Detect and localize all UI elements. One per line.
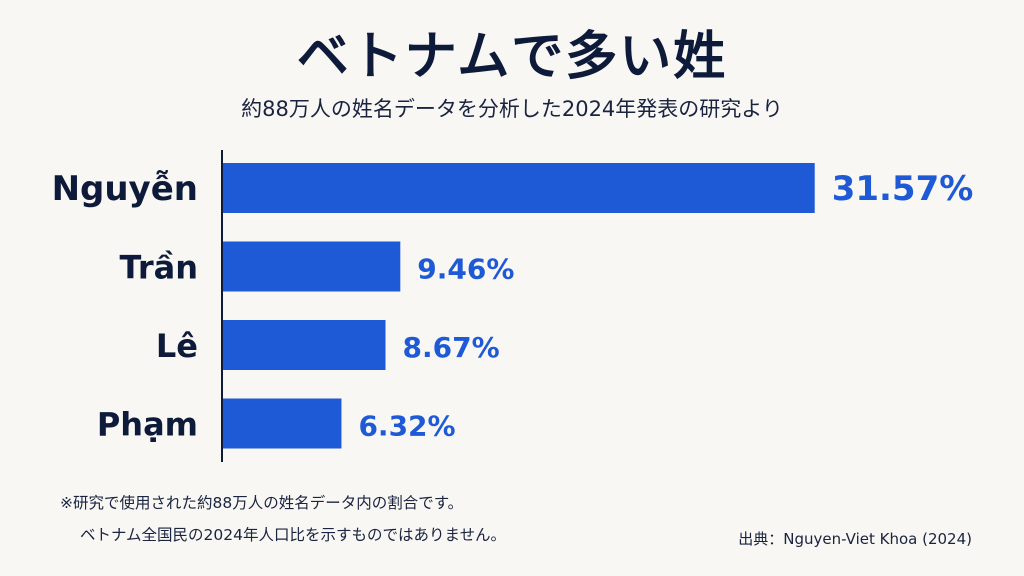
category-label-4: Phạm — [97, 406, 198, 444]
category-label-2: Trần — [120, 249, 198, 287]
category-label-3: Lê — [156, 327, 198, 365]
source-credit: 出典：Nguyen-Viet Khoa (2024) — [738, 530, 972, 548]
bar-2 — [223, 241, 401, 292]
chart-subtitle: 約88万人の姓名データを分析した2024年発表の研究より — [241, 97, 783, 121]
value-label-1: 31.57% — [832, 169, 974, 209]
value-label-4: 6.32% — [358, 410, 455, 443]
bar-4 — [223, 398, 342, 449]
category-label-1: Nguyễn — [52, 169, 198, 209]
footnote: ※研究で使用された約88万人の姓名データ内の割合です。 ベトナム全国民の2024… — [60, 487, 506, 551]
value-label-2: 9.46% — [417, 253, 514, 286]
bar-3 — [223, 320, 386, 370]
value-label-3: 8.67% — [403, 331, 500, 364]
chart-title: ベトナムで多い姓 — [296, 27, 728, 87]
bar-1 — [223, 163, 815, 213]
footnote-line-2: ベトナム全国民の2024年人口比を示すものではありません。 — [80, 526, 507, 544]
footnote-line-1: ※研究で使用された約88万人の姓名データ内の割合です。 — [60, 494, 464, 512]
